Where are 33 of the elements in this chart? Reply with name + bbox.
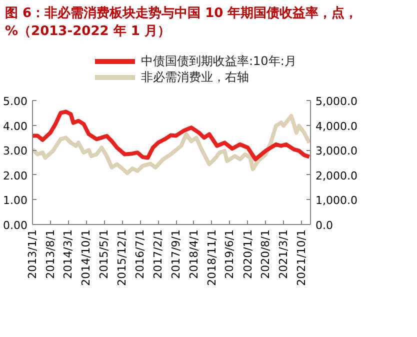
- x-tick-label: 2013/1/1: [26, 229, 39, 279]
- x-tick-label: 2015/12/1: [116, 229, 129, 286]
- x-tick-label: 2018/11/1: [205, 229, 218, 286]
- x-tick-label: 2021/10/1: [295, 229, 308, 286]
- y-tick-label: 3.00: [3, 144, 28, 158]
- y-tick-label: 5.00: [3, 95, 28, 108]
- x-tick-label: 2015/5/1: [98, 229, 111, 279]
- x-tick-label: 2016/7/1: [134, 229, 147, 279]
- x-tick-label: 2014/10/1: [80, 229, 93, 286]
- x-tick-label: 2019/6/1: [223, 229, 236, 279]
- x-tick-label: 2018/4/1: [187, 229, 200, 279]
- x-tick-label: 2013/8/1: [44, 229, 57, 279]
- y2-tick-label: 0.0: [316, 219, 333, 232]
- x-tick-label: 2021/3/1: [277, 229, 290, 279]
- y2-tick-label: 1,000.0: [316, 194, 358, 208]
- y-tick-label: 0.00: [3, 219, 28, 232]
- x-tick-label: 2017/9/1: [170, 229, 183, 279]
- y-tick-label: 4.00: [3, 120, 28, 133]
- x-tick-label: 2020/1/1: [241, 229, 254, 279]
- y2-tick-label: 3,000.0: [316, 144, 358, 158]
- y-tick-label: 1.00: [3, 194, 28, 208]
- x-tick-label: 2017/2/1: [152, 229, 165, 279]
- line-series: [32, 110, 310, 162]
- chart-title: 图 6：非必需消费板块走势与中国 10 年期国债收益率，点，%（2013-2022 年 1 月）: [5, 5, 359, 41]
- x-tick-label: 2020/8/1: [259, 229, 272, 279]
- y2-tick-label: 4,000.0: [316, 120, 358, 133]
- y2-tick-label: 2,000.0: [316, 169, 358, 182]
- y2-tick-label: 5,000.0: [316, 95, 358, 108]
- legend-label: 非必需消费业，右轴: [140, 69, 250, 85]
- y-tick-label: 2.00: [3, 169, 28, 182]
- x-tick-label: 2014/3/1: [62, 229, 75, 279]
- line-series: [32, 114, 310, 176]
- legend-label: 中债国债到期收益率:10年:月: [140, 53, 296, 69]
